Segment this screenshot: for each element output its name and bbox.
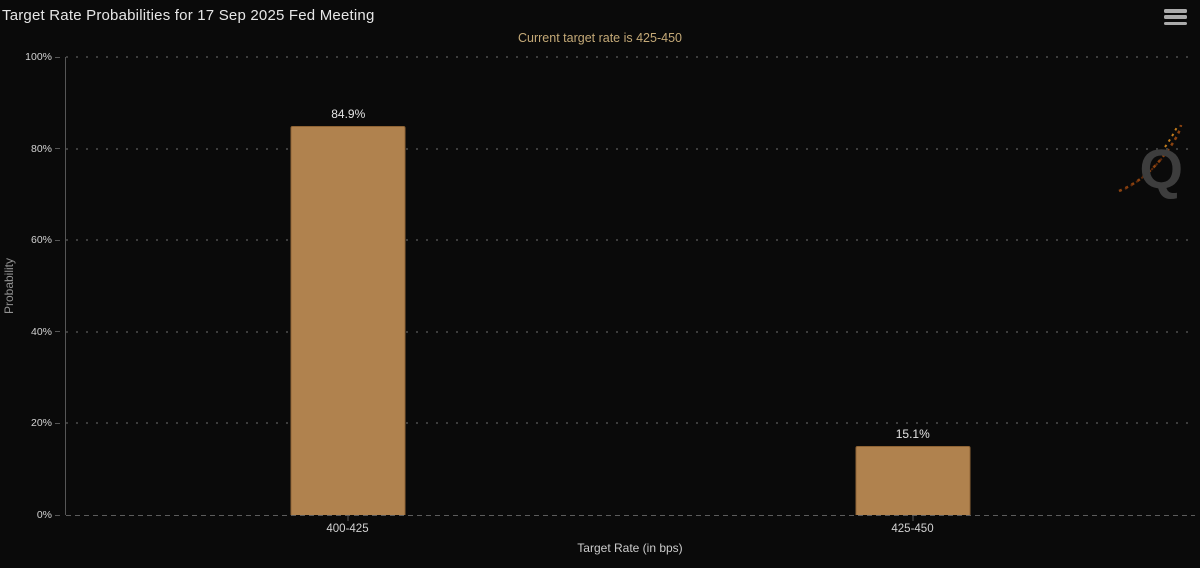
x-axis-title: Target Rate (in bps) [577, 541, 683, 555]
gridline-40% [66, 330, 1195, 333]
x-tick-mark [912, 516, 913, 521]
y-tick-mark [55, 148, 60, 150]
x-axis-ticks: 400-425 425-450 [65, 515, 1195, 541]
y-tick-mark [55, 331, 60, 333]
y-tick-mark [55, 422, 60, 424]
bar-value-label-425-450: 15.1% [895, 426, 930, 441]
gridline-60% [66, 239, 1195, 242]
y-tick-mark [55, 56, 60, 58]
bar-425-450[interactable] [855, 445, 971, 515]
gridline-80% [66, 147, 1195, 150]
quikstrike-q-logo: Q [1109, 119, 1189, 197]
chart-subtitle: Current target rate is 425-450 [518, 31, 682, 45]
y-tick-label-100%: 100% [25, 51, 52, 63]
q-logo-letter: Q [1139, 137, 1183, 200]
y-tick-label-60%: 60% [30, 234, 52, 247]
chart-title: Target Rate Probabilities for 17 Sep 202… [2, 7, 375, 24]
gridline-100% [66, 56, 1195, 58]
hamburger-menu-icon[interactable] [1164, 9, 1187, 25]
x-tick-mark [347, 516, 348, 521]
y-tick-mark [55, 239, 60, 241]
y-tick-label-40%: 40% [30, 325, 52, 338]
q-logo-swoosh [1118, 124, 1183, 193]
bar-400-425[interactable] [290, 126, 406, 515]
bar-value-label-400-425: 84.9% [331, 107, 366, 122]
plot-area: Q 84.9% 15.1% [65, 56, 1195, 516]
y-axis-ticks: 0% 20% 40% 60% 80% 100% [0, 51, 60, 521]
y-tick-label-0%: 0% [36, 509, 52, 521]
x-tick-label-400-425: 400-425 [326, 523, 369, 535]
y-tick-mark [55, 514, 60, 516]
y-tick-label-20%: 20% [30, 417, 52, 430]
y-tick-label-80%: 80% [30, 142, 52, 155]
gridline-20% [66, 422, 1195, 425]
x-tick-label-425-450: 425-450 [891, 523, 934, 535]
